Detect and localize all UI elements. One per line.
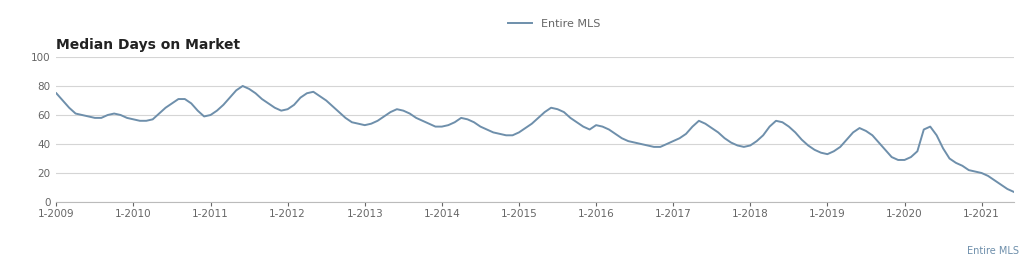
- Entire MLS: [436, 125, 449, 128]
- Entire MLS: [237, 84, 249, 88]
- Entire MLS: [372, 119, 384, 122]
- Entire MLS: [596, 125, 608, 128]
- Legend: Entire MLS: Entire MLS: [508, 19, 600, 29]
- Entire MLS: [50, 92, 62, 95]
- Entire MLS: [1008, 190, 1020, 193]
- Text: Median Days on Market: Median Days on Market: [56, 38, 241, 52]
- Entire MLS: [558, 111, 570, 114]
- Entire MLS: [719, 137, 731, 140]
- Text: Entire MLS: Entire MLS: [967, 246, 1019, 256]
- Line: Entire MLS: Entire MLS: [56, 86, 1014, 192]
- Entire MLS: [847, 131, 859, 134]
